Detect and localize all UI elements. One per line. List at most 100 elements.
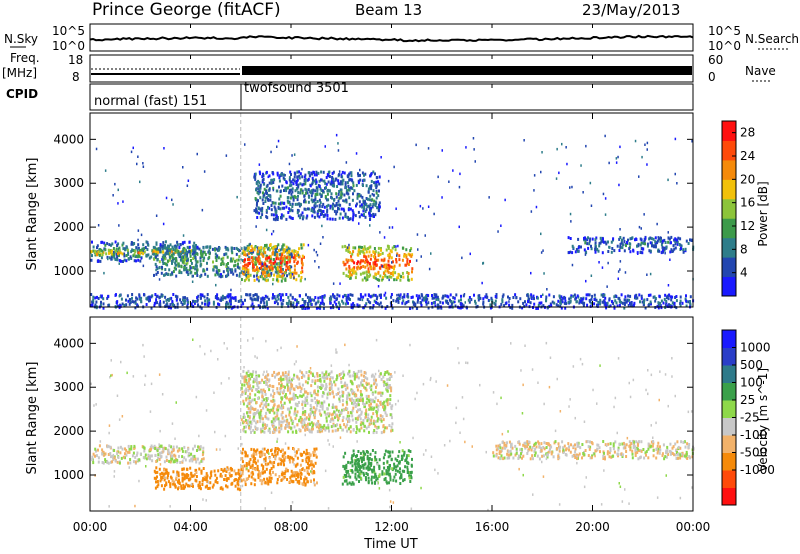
data-cell bbox=[365, 256, 368, 260]
data-cell bbox=[359, 417, 362, 421]
data-cell bbox=[340, 173, 343, 177]
data-cell bbox=[277, 279, 280, 283]
data-cell bbox=[631, 304, 634, 308]
data-cell bbox=[252, 268, 255, 272]
data-cell bbox=[158, 296, 161, 300]
data-cell bbox=[298, 204, 301, 208]
data-cell bbox=[371, 406, 374, 410]
data-cell bbox=[621, 301, 624, 305]
data-cell bbox=[294, 172, 297, 176]
data-cell bbox=[436, 306, 439, 310]
data-cell bbox=[344, 451, 347, 455]
data-cell bbox=[526, 293, 529, 297]
data-cell bbox=[325, 375, 328, 378]
noise-cell bbox=[608, 161, 610, 165]
data-cell bbox=[364, 215, 367, 219]
data-cell bbox=[229, 302, 232, 306]
data-cell bbox=[301, 406, 304, 410]
data-cell bbox=[194, 258, 197, 262]
data-cell bbox=[371, 198, 374, 202]
noise-cell bbox=[155, 214, 158, 217]
data-cell bbox=[193, 251, 196, 255]
data-cell bbox=[420, 304, 423, 307]
data-cell bbox=[367, 247, 369, 251]
data-cell bbox=[282, 477, 285, 481]
data-cell bbox=[159, 304, 162, 308]
data-cell bbox=[358, 475, 361, 479]
data-cell bbox=[362, 401, 365, 405]
data-cell bbox=[646, 298, 649, 302]
noise-cell bbox=[277, 139, 280, 143]
data-cell bbox=[324, 428, 327, 432]
data-cell bbox=[642, 241, 645, 245]
data-cell bbox=[117, 456, 120, 459]
data-cell bbox=[660, 243, 663, 247]
data-cell bbox=[261, 270, 264, 274]
data-cell bbox=[378, 293, 381, 297]
data-cell bbox=[269, 268, 271, 272]
data-cell bbox=[268, 378, 271, 382]
data-cell bbox=[378, 189, 380, 193]
data-cell bbox=[196, 271, 198, 274]
data-cell bbox=[278, 197, 281, 201]
data-cell bbox=[627, 238, 629, 242]
data-cell bbox=[618, 297, 621, 301]
data-cell bbox=[623, 306, 626, 310]
data-cell bbox=[449, 293, 452, 297]
data-cell bbox=[494, 299, 497, 303]
data-cell bbox=[367, 462, 370, 466]
data-cell bbox=[159, 243, 162, 247]
data-cell bbox=[384, 265, 387, 269]
noise-cell bbox=[118, 224, 120, 227]
data-cell bbox=[523, 304, 526, 308]
data-cell bbox=[281, 473, 284, 477]
data-cell bbox=[296, 456, 299, 460]
data-cell bbox=[431, 296, 434, 300]
data-cell bbox=[182, 250, 185, 254]
data-cell bbox=[311, 425, 314, 429]
data-cell bbox=[269, 257, 272, 261]
data-cell bbox=[658, 237, 660, 241]
data-cell bbox=[353, 391, 356, 395]
data-cell bbox=[257, 470, 260, 474]
data-cell bbox=[321, 375, 324, 379]
data-cell bbox=[374, 260, 377, 264]
data-cell bbox=[233, 247, 236, 250]
data-cell bbox=[314, 296, 317, 299]
data-cell bbox=[112, 247, 115, 250]
data-cell bbox=[382, 402, 385, 405]
noise-cell bbox=[530, 271, 532, 275]
data-cell bbox=[359, 456, 362, 460]
data-cell bbox=[511, 306, 514, 310]
data-cell bbox=[366, 205, 369, 208]
scatter-feature-rising-arc bbox=[240, 369, 394, 435]
data-cell bbox=[284, 271, 287, 275]
data-cell bbox=[313, 298, 316, 302]
data-cell bbox=[357, 181, 360, 185]
data-cell bbox=[181, 449, 184, 453]
data-cell bbox=[358, 472, 361, 476]
data-cell bbox=[330, 192, 333, 196]
data-cell bbox=[163, 255, 166, 259]
noise-cell bbox=[322, 179, 325, 183]
noise-cell bbox=[441, 196, 443, 199]
data-cell bbox=[187, 258, 190, 262]
data-cell bbox=[399, 482, 402, 485]
data-cell bbox=[170, 445, 172, 449]
noise-cell bbox=[604, 197, 607, 200]
data-cell bbox=[158, 446, 161, 450]
data-cell bbox=[288, 407, 291, 411]
noise-cell bbox=[371, 193, 374, 196]
data-cell bbox=[237, 471, 240, 475]
data-cell bbox=[142, 249, 144, 253]
data-cell bbox=[474, 299, 476, 303]
data-cell bbox=[139, 452, 142, 456]
data-cell bbox=[289, 275, 292, 279]
data-cell bbox=[245, 398, 248, 402]
noise-cell bbox=[604, 134, 606, 138]
cpid-right-label: twofsound 3501 bbox=[244, 81, 349, 96]
noise-cells bbox=[95, 133, 694, 306]
data-cell bbox=[345, 466, 348, 470]
data-cell bbox=[214, 265, 217, 269]
data-cell bbox=[352, 392, 355, 396]
